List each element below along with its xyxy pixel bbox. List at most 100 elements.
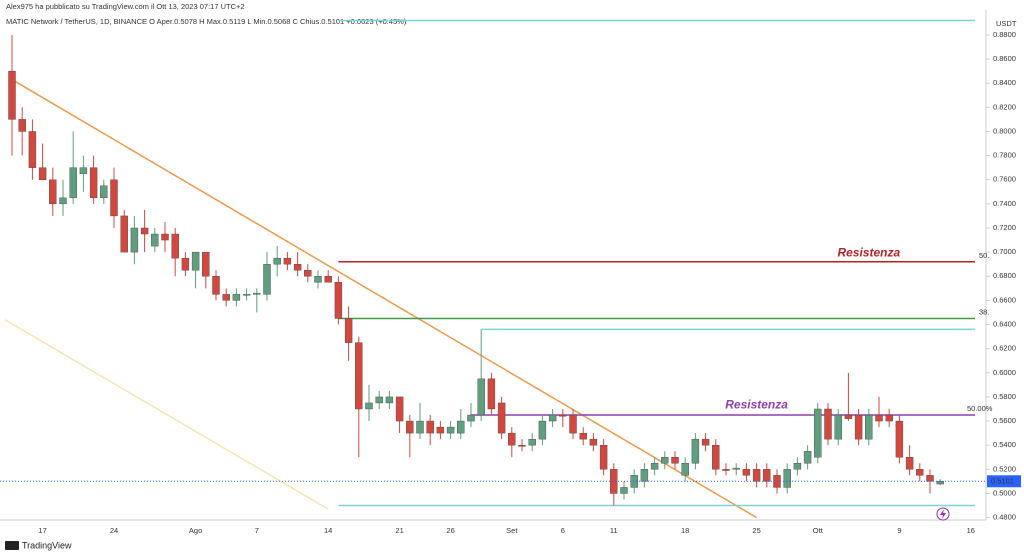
candle-body: [212, 276, 220, 295]
x-tick-label: 14: [324, 526, 332, 535]
candle-body: [273, 257, 281, 265]
candle-body: [732, 467, 740, 470]
candle-body: [89, 167, 98, 199]
candle-body: [8, 70, 16, 120]
candle-body: [436, 426, 445, 434]
candle-body: [497, 402, 506, 434]
candle-body: [344, 318, 353, 343]
x-tick-label: 24: [110, 526, 118, 535]
candle-body: [202, 251, 210, 277]
candle-body: [151, 233, 159, 247]
candle-body: [416, 420, 424, 434]
candle-body: [365, 402, 373, 410]
candle-body: [314, 276, 322, 283]
candle-body: [191, 251, 200, 271]
candle-body: [28, 131, 37, 168]
candle-body: [599, 444, 608, 470]
y-tick-label: 0.6400: [993, 320, 1016, 329]
y-tick-label: 0.7000: [993, 247, 1016, 256]
x-tick-label: Ago: [189, 526, 202, 535]
y-tick-label: 0.5400: [993, 440, 1016, 449]
candle-body: [79, 167, 88, 174]
candle-body: [589, 438, 598, 446]
candle-body: [457, 420, 465, 434]
y-tick-label: 0.7200: [993, 223, 1016, 232]
candle-body: [110, 179, 118, 217]
candle-body: [803, 451, 812, 464]
candle-body: [232, 294, 241, 301]
trendline: [4, 319, 329, 510]
candle-body: [324, 276, 332, 283]
candle-body: [559, 414, 567, 417]
candle-body: [620, 487, 628, 494]
candle-body: [701, 438, 710, 446]
x-tick-label: 6: [561, 526, 565, 535]
candle-body: [875, 414, 883, 422]
candle-body: [508, 432, 516, 446]
candle-body: [834, 414, 842, 440]
candle-body: [49, 179, 57, 205]
x-tick-label: 16: [967, 526, 975, 535]
alert-icon[interactable]: [936, 507, 950, 521]
x-tick-label: 7: [255, 526, 259, 535]
candle-body: [467, 414, 475, 422]
y-tick-label: 0.7600: [993, 175, 1016, 184]
candle-body: [722, 469, 730, 471]
level-label: 38.: [979, 307, 989, 316]
candle-body: [222, 294, 230, 301]
candle-body: [18, 119, 26, 132]
annotation: Resistenza: [837, 246, 900, 260]
brand: TradingView: [22, 540, 72, 550]
y-tick-label: 0.8800: [993, 30, 1016, 39]
candle-body: [854, 414, 863, 440]
level-label: 50.: [979, 251, 989, 260]
candle-body: [742, 469, 751, 476]
candle-body: [375, 396, 383, 404]
trendline: [11, 78, 757, 519]
y-tick-label: 0.8400: [993, 78, 1016, 87]
candle-body: [304, 270, 312, 277]
y-tick-label: 0.8000: [993, 126, 1016, 135]
y-tick-label: 0.8200: [993, 102, 1016, 111]
candle-body: [446, 426, 455, 434]
y-tick-label: 0.6600: [993, 295, 1016, 304]
candle-body: [140, 227, 149, 235]
candle-body: [253, 292, 261, 295]
candle-body: [905, 457, 914, 470]
candle-body: [242, 294, 251, 296]
candle-body: [59, 197, 67, 205]
candle-body: [69, 167, 77, 199]
x-tick-label: Set: [506, 526, 518, 535]
candle-body: [610, 469, 618, 494]
candle-body: [681, 463, 689, 476]
candle-body: [395, 396, 404, 422]
header: Alex975 ha pubblicato su TradingView.com…: [6, 2, 245, 11]
candle-body: [885, 414, 893, 422]
level-label: 50.00%: [967, 404, 993, 413]
x-tick-label: 9: [897, 526, 901, 535]
y-tick-label: 0.5800: [993, 392, 1016, 401]
alert-bolt: [940, 509, 946, 519]
candle-body: [477, 378, 485, 416]
candle-body: [865, 414, 873, 440]
x-tick-label: 21: [395, 526, 403, 535]
x-tick-label: 25: [752, 526, 760, 535]
price-tag: [987, 475, 1021, 488]
candle-body: [579, 432, 587, 440]
candle-body: [569, 414, 577, 434]
candle-body: [640, 469, 649, 482]
candle-body: [844, 414, 853, 419]
candle-body: [385, 396, 394, 404]
y-tick-label: 0.8600: [993, 54, 1016, 63]
y-tick-label: 0.7400: [993, 199, 1016, 208]
x-tick-label: 26: [446, 526, 454, 535]
candle-body: [161, 233, 169, 241]
candle-body: [824, 408, 832, 440]
x-tick-label: 18: [681, 526, 689, 535]
y-tick-label: 0.5200: [993, 464, 1016, 473]
candle-body: [650, 463, 659, 470]
y-tick-label: 0.6800: [993, 271, 1016, 280]
candle-body: [355, 342, 363, 410]
